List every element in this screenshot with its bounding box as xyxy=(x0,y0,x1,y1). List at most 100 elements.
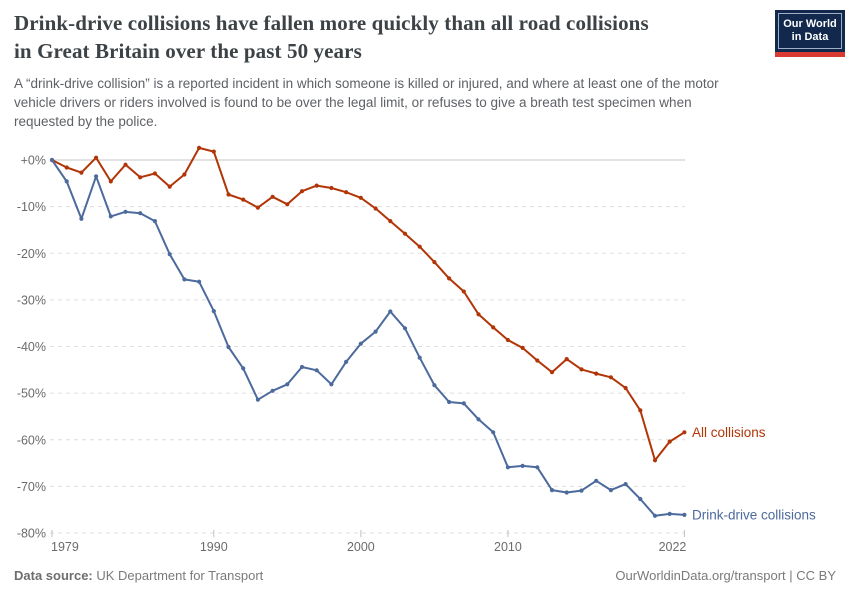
series-point-drink-drive-collisions[interactable] xyxy=(652,513,658,518)
series-point-drink-drive-collisions[interactable] xyxy=(49,157,55,163)
series-line-all-collisions[interactable] xyxy=(51,146,686,462)
series-point-all-collisions[interactable] xyxy=(579,367,584,372)
series-point-all-collisions[interactable] xyxy=(505,337,510,343)
series-point-drink-drive-collisions[interactable] xyxy=(358,341,363,346)
series-point-drink-drive-collisions[interactable] xyxy=(79,216,84,221)
series-point-all-collisions[interactable] xyxy=(417,244,422,249)
series-point-drink-drive-collisions[interactable] xyxy=(197,279,202,284)
series-point-all-collisions[interactable] xyxy=(594,371,599,376)
series-point-all-collisions[interactable] xyxy=(520,345,525,350)
series-label-drink-drive-collisions[interactable]: Drink-drive collisions xyxy=(692,507,816,522)
series-point-drink-drive-collisions[interactable] xyxy=(388,309,393,314)
series-point-all-collisions[interactable] xyxy=(549,370,555,375)
series-point-all-collisions[interactable] xyxy=(108,179,113,184)
series-point-all-collisions[interactable] xyxy=(667,439,672,444)
series-point-all-collisions[interactable] xyxy=(314,183,319,188)
series-point-all-collisions[interactable] xyxy=(152,171,157,176)
series-point-all-collisions[interactable] xyxy=(491,325,496,330)
series-point-drink-drive-collisions[interactable] xyxy=(285,382,290,387)
series-point-all-collisions[interactable] xyxy=(564,357,569,362)
series-point-all-collisions[interactable] xyxy=(79,170,84,175)
series-point-drink-drive-collisions[interactable] xyxy=(667,511,672,516)
series-point-drink-drive-collisions[interactable] xyxy=(402,326,408,331)
series-point-drink-drive-collisions[interactable] xyxy=(211,309,216,314)
series-point-drink-drive-collisions[interactable] xyxy=(314,368,319,373)
series-point-drink-drive-collisions[interactable] xyxy=(564,490,569,495)
series-point-all-collisions[interactable] xyxy=(241,197,246,202)
series-point-drink-drive-collisions[interactable] xyxy=(344,359,349,364)
series-point-all-collisions[interactable] xyxy=(638,408,643,413)
series-point-drink-drive-collisions[interactable] xyxy=(535,465,540,470)
series-point-drink-drive-collisions[interactable] xyxy=(682,512,687,517)
series-point-all-collisions[interactable] xyxy=(476,312,481,317)
series-point-all-collisions[interactable] xyxy=(226,192,231,197)
series-point-drink-drive-collisions[interactable] xyxy=(138,211,143,216)
series-point-drink-drive-collisions[interactable] xyxy=(108,214,113,219)
series-point-all-collisions[interactable] xyxy=(255,205,260,210)
series-point-all-collisions[interactable] xyxy=(94,155,99,160)
series-point-all-collisions[interactable] xyxy=(608,375,614,380)
series-point-drink-drive-collisions[interactable] xyxy=(299,364,305,370)
y-axis-label: -40% xyxy=(17,340,46,354)
series-label-all-collisions[interactable]: All collisions xyxy=(692,425,766,440)
series-point-all-collisions[interactable] xyxy=(123,162,128,167)
series-point-drink-drive-collisions[interactable] xyxy=(226,344,231,350)
series-point-drink-drive-collisions[interactable] xyxy=(447,399,452,405)
series-point-drink-drive-collisions[interactable] xyxy=(491,430,496,435)
series-point-all-collisions[interactable] xyxy=(138,175,143,180)
owid-logo[interactable]: Our World in Data xyxy=(775,10,845,57)
series-point-all-collisions[interactable] xyxy=(535,358,540,363)
series-point-drink-drive-collisions[interactable] xyxy=(167,252,172,257)
series-point-drink-drive-collisions[interactable] xyxy=(505,465,510,470)
series-point-drink-drive-collisions[interactable] xyxy=(549,488,555,493)
series-point-all-collisions[interactable] xyxy=(461,289,466,294)
owid-logo-text: Our World in Data xyxy=(778,13,842,49)
series-point-drink-drive-collisions[interactable] xyxy=(182,277,187,282)
series-point-drink-drive-collisions[interactable] xyxy=(152,219,157,224)
series-point-all-collisions[interactable] xyxy=(344,190,349,195)
series-point-all-collisions[interactable] xyxy=(623,385,628,391)
series-point-drink-drive-collisions[interactable] xyxy=(461,401,466,406)
y-axis-label: +0% xyxy=(21,154,46,168)
series-point-drink-drive-collisions[interactable] xyxy=(270,388,275,393)
series-point-all-collisions[interactable] xyxy=(402,231,408,236)
series-point-drink-drive-collisions[interactable] xyxy=(255,397,260,402)
series-point-drink-drive-collisions[interactable] xyxy=(417,355,422,360)
series-point-all-collisions[interactable] xyxy=(358,195,363,200)
x-axis-label: 1990 xyxy=(200,540,228,554)
series-point-all-collisions[interactable] xyxy=(211,149,216,154)
series-point-drink-drive-collisions[interactable] xyxy=(608,488,614,493)
series-point-all-collisions[interactable] xyxy=(447,276,452,281)
series-point-all-collisions[interactable] xyxy=(329,185,334,191)
series-point-all-collisions[interactable] xyxy=(682,430,687,435)
series-point-all-collisions[interactable] xyxy=(270,194,275,199)
owid-logo-red-stripe xyxy=(775,52,845,57)
series-point-all-collisions[interactable] xyxy=(285,202,290,207)
series-point-drink-drive-collisions[interactable] xyxy=(520,463,525,468)
series-point-drink-drive-collisions[interactable] xyxy=(432,383,437,388)
series-point-all-collisions[interactable] xyxy=(652,458,658,463)
series-point-drink-drive-collisions[interactable] xyxy=(373,329,378,334)
series-point-drink-drive-collisions[interactable] xyxy=(94,174,99,179)
series-point-drink-drive-collisions[interactable] xyxy=(64,179,69,184)
series-line-drink-drive-collisions[interactable] xyxy=(51,159,686,517)
series-point-all-collisions[interactable] xyxy=(432,260,437,265)
series-point-drink-drive-collisions[interactable] xyxy=(594,478,599,483)
plot-svg: +0% -10% -20% -30% -40% -50% -60% -70% -80% 1979 1… xyxy=(17,145,816,554)
series-point-drink-drive-collisions[interactable] xyxy=(638,496,643,502)
data-source-label: Data source: xyxy=(14,568,93,583)
series-point-all-collisions[interactable] xyxy=(197,145,202,150)
series-point-all-collisions[interactable] xyxy=(64,165,69,170)
series-point-drink-drive-collisions[interactable] xyxy=(579,488,584,493)
series-point-all-collisions[interactable] xyxy=(373,206,378,211)
series-point-drink-drive-collisions[interactable] xyxy=(123,209,128,214)
series-point-all-collisions[interactable] xyxy=(167,184,172,189)
series-point-drink-drive-collisions[interactable] xyxy=(329,382,334,387)
series-point-all-collisions[interactable] xyxy=(299,189,305,194)
series-point-drink-drive-collisions[interactable] xyxy=(241,366,246,371)
series-point-drink-drive-collisions[interactable] xyxy=(476,417,481,422)
series-point-drink-drive-collisions[interactable] xyxy=(623,482,628,487)
series-point-all-collisions[interactable] xyxy=(388,219,393,224)
footer-credit-link[interactable]: OurWorldinData.org/transport | CC BY xyxy=(615,568,836,583)
series-point-all-collisions[interactable] xyxy=(182,172,187,177)
